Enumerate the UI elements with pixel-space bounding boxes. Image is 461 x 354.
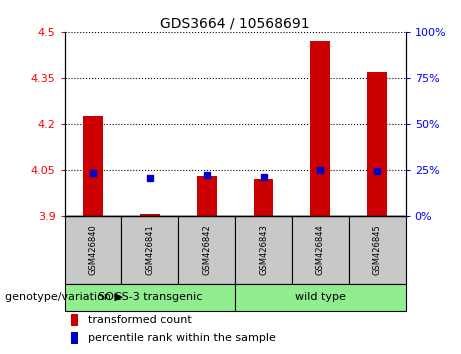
Bar bbox=[235, 284, 406, 310]
Bar bbox=[367, 72, 387, 216]
Text: GSM426844: GSM426844 bbox=[316, 224, 325, 275]
Title: GDS3664 / 10568691: GDS3664 / 10568691 bbox=[160, 17, 310, 31]
Bar bbox=[121, 216, 178, 284]
Bar bbox=[178, 216, 235, 284]
Text: genotype/variation ▶: genotype/variation ▶ bbox=[5, 292, 123, 302]
Text: GSM426845: GSM426845 bbox=[373, 224, 382, 275]
Bar bbox=[71, 332, 78, 344]
Text: percentile rank within the sample: percentile rank within the sample bbox=[89, 333, 276, 343]
Text: transformed count: transformed count bbox=[89, 315, 192, 325]
Bar bbox=[65, 284, 235, 310]
Text: GSM426841: GSM426841 bbox=[145, 224, 154, 275]
Bar bbox=[349, 216, 406, 284]
Bar bbox=[235, 216, 292, 284]
Bar bbox=[254, 179, 273, 216]
Text: SOCS-3 transgenic: SOCS-3 transgenic bbox=[98, 292, 202, 302]
Bar bbox=[71, 314, 78, 326]
Text: GSM426843: GSM426843 bbox=[259, 224, 268, 275]
Bar bbox=[140, 214, 160, 216]
Text: wild type: wild type bbox=[295, 292, 346, 302]
Bar bbox=[292, 216, 349, 284]
Bar bbox=[83, 116, 103, 216]
Bar bbox=[65, 216, 121, 284]
Text: GSM426842: GSM426842 bbox=[202, 224, 211, 275]
Text: GSM426840: GSM426840 bbox=[89, 224, 97, 275]
Bar bbox=[310, 41, 331, 216]
Bar bbox=[197, 176, 217, 216]
